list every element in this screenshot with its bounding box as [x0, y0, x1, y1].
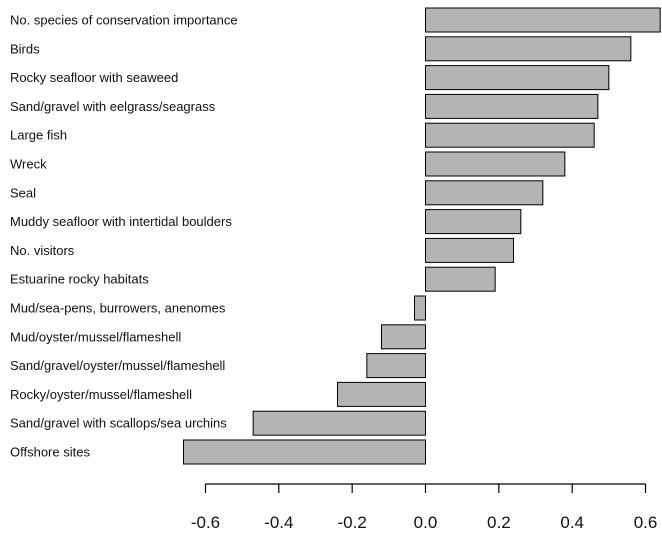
x-tick-label: 0.0: [414, 513, 438, 532]
x-axis-ticks: -0.6 -0.4 -0.2 0.0 0.2 0.4 0.6: [191, 484, 658, 532]
category-labels: No. species of conservation importance Bi…: [10, 13, 238, 460]
bar: [380, 324, 427, 350]
bar: [425, 237, 515, 263]
bar: [366, 353, 427, 379]
bar: [425, 7, 661, 33]
category-label: Muddy seafloor with intertidal boulders: [10, 214, 232, 229]
bar: [425, 122, 595, 148]
category-label: Rocky/oyster/mussel/flameshell: [10, 387, 192, 402]
bar: [252, 410, 426, 436]
bar: [425, 180, 544, 206]
x-tick-label: -0.6: [191, 513, 220, 532]
bar: [425, 65, 610, 91]
category-label: No. species of conservation importance: [10, 13, 238, 28]
category-label: Mud/sea-pens, burrowers, anenomes: [10, 301, 226, 316]
category-label: Sand/gravel with scallops/sea urchins: [10, 416, 227, 431]
category-label: Wreck: [10, 157, 47, 172]
bar: [425, 266, 496, 292]
category-label: Birds: [10, 41, 40, 56]
x-tick-label: 0.6: [634, 513, 658, 532]
bar: [425, 36, 632, 62]
category-label: Mud/oyster/mussel/flameshell: [10, 329, 181, 344]
bar: [425, 209, 522, 235]
bar: [413, 295, 426, 321]
x-tick-label: -0.2: [338, 513, 367, 532]
bar: [425, 93, 599, 119]
category-label: Offshore sites: [10, 445, 90, 460]
x-tick-label: -0.4: [264, 513, 293, 532]
bar: [182, 439, 426, 465]
category-label: Sand/gravel/oyster/mussel/flameshell: [10, 358, 225, 373]
x-tick-label: 0.2: [487, 513, 511, 532]
category-label: Rocky seafloor with seaweed: [10, 70, 178, 85]
bars-group: [182, 7, 661, 465]
category-label: No. visitors: [10, 243, 75, 258]
category-label: Estuarine rocky habitats: [10, 272, 149, 287]
x-tick-label: 0.4: [560, 513, 584, 532]
category-label: Large fish: [10, 128, 67, 143]
bar: [425, 151, 566, 177]
bar: [336, 381, 427, 407]
category-label: Seal: [10, 185, 36, 200]
category-label: Sand/gravel with eelgrass/seagrass: [10, 99, 216, 114]
